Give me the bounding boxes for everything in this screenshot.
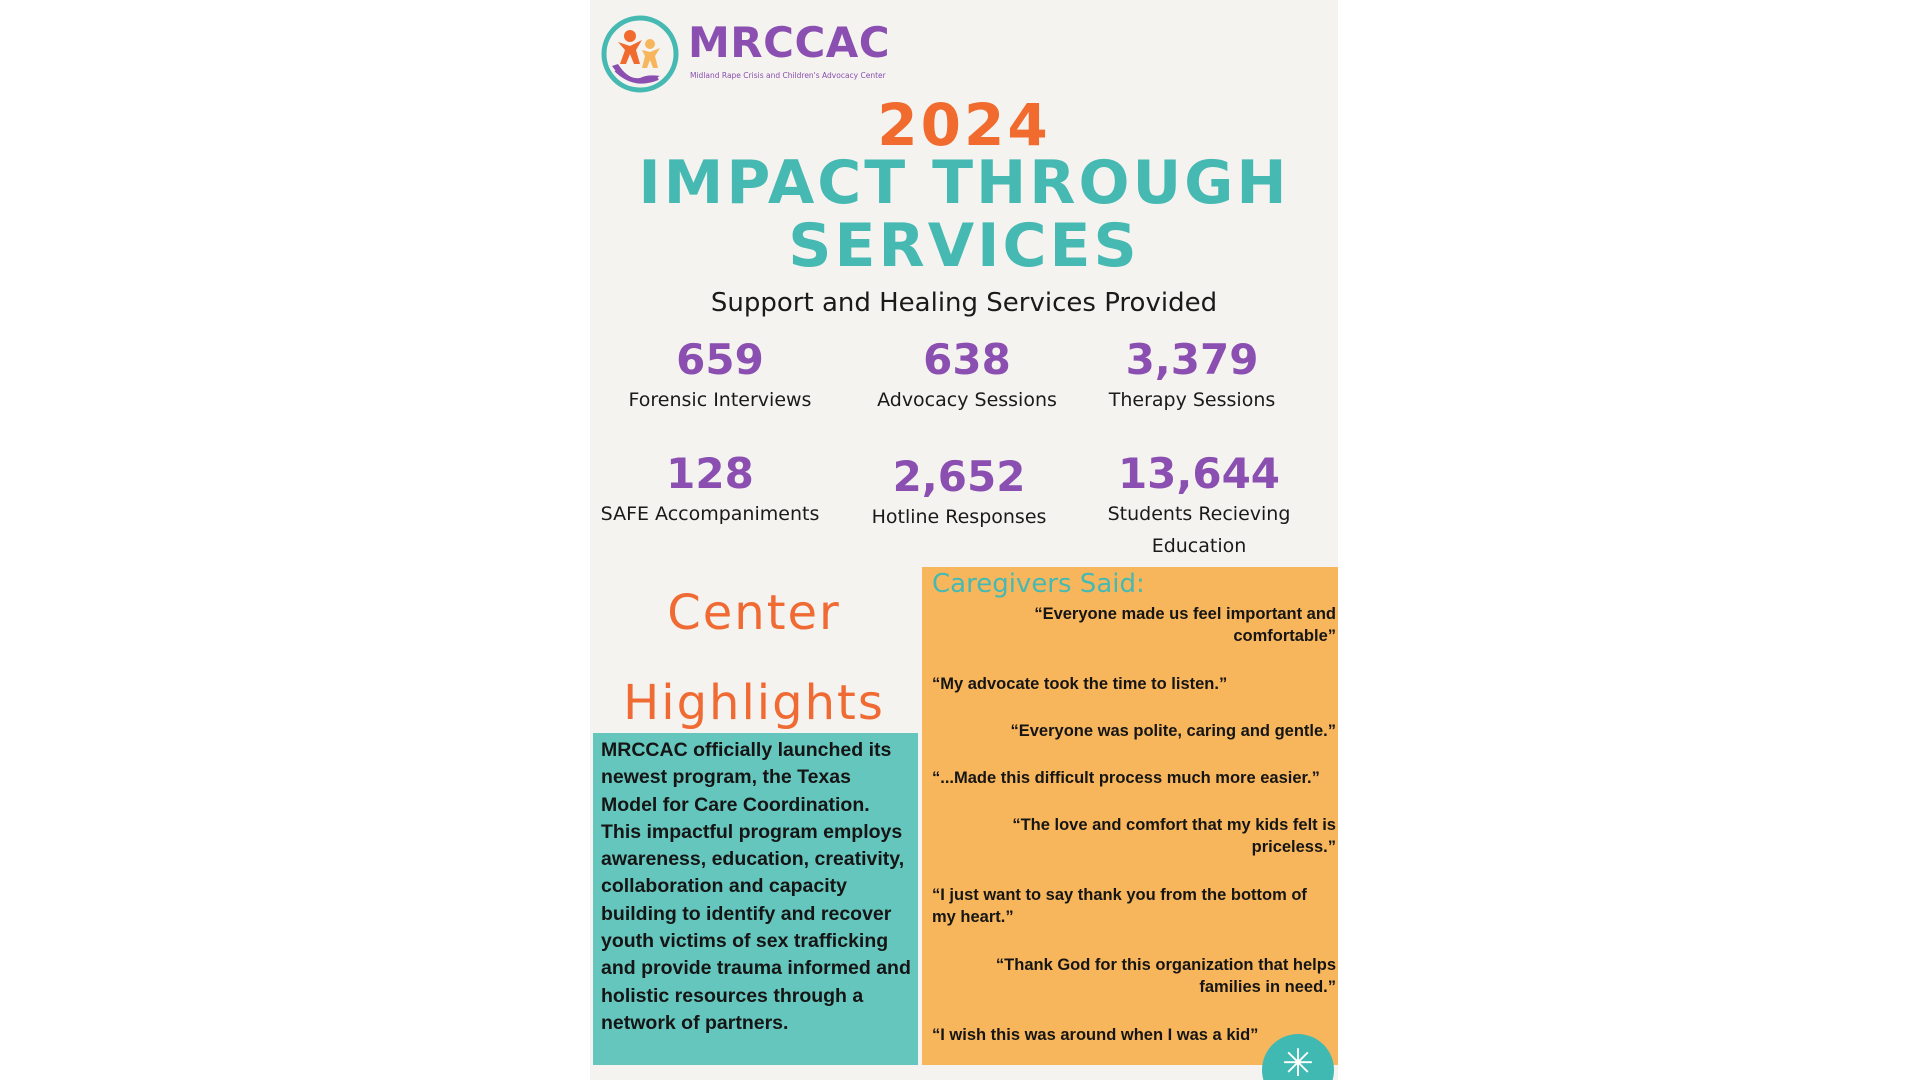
logo-figures-icon	[601, 15, 679, 93]
brand-tagline: Midland Rape Crisis and Children's Advoc…	[690, 71, 886, 80]
stat-value: 659	[676, 335, 764, 384]
stat-value: 3,379	[1125, 335, 1259, 384]
caregiver-quote: “...Made this difficult process much mor…	[932, 769, 1320, 787]
highlights-heading-line1: Center	[667, 585, 841, 641]
page-subtitle: Support and Healing Services Provided	[710, 288, 1218, 318]
caregiver-quote: “I wish this was around when I was a kid…	[932, 1026, 1259, 1044]
page-title: IMPACT THROUGH SERVICES	[638, 148, 1290, 281]
caregivers-panel: Caregivers Said: “Everyone made us feel …	[922, 567, 1338, 1065]
stat-value: 13,644	[1117, 449, 1281, 498]
stat-forensic-interviews: 659 Forensic Interviews	[605, 335, 835, 416]
stat-label: Forensic Interviews	[628, 389, 812, 412]
stat-value: 638	[923, 335, 1011, 384]
caregiver-quote: “Everyone was polite, caring and gentle.…	[1010, 722, 1336, 740]
asterisk-icon: ✳	[1282, 1041, 1314, 1080]
stat-label: Hotline Responses	[871, 506, 1047, 529]
stat-value: 2,652	[892, 452, 1026, 501]
stat-advocacy-sessions: 638 Advocacy Sessions	[852, 335, 1082, 416]
stat-students-education: 13,644 Students Recieving Education	[1080, 449, 1318, 562]
report-year: 2024	[877, 91, 1051, 159]
stat-label: Therapy Sessions	[1108, 389, 1276, 412]
highlights-body: MRCCAC officially launched its newest pr…	[601, 739, 911, 1034]
stat-label: Students Recieving Education	[1107, 503, 1291, 558]
highlights-heading: Center Highlights	[590, 568, 918, 748]
highlights-heading-line2: Highlights	[623, 675, 885, 731]
caregivers-heading: Caregivers Said:	[932, 569, 1145, 599]
stat-label: SAFE Accompaniments	[600, 503, 820, 526]
caregiver-quote: “The love and comfort that my kids felt …	[1012, 816, 1336, 856]
caregiver-quote: “My advocate took the time to listen.”	[932, 675, 1228, 693]
stat-hotline-responses: 2,652 Hotline Responses	[844, 452, 1074, 533]
stat-safe-accompaniments: 128 SAFE Accompaniments	[595, 449, 825, 530]
highlights-panel: MRCCAC officially launched its newest pr…	[593, 733, 918, 1065]
stat-label: Advocacy Sessions	[877, 389, 1057, 412]
caregiver-quote: “I just want to say thank you from the b…	[932, 886, 1307, 926]
impact-poster: MRCCAC Midland Rape Crisis and Children'…	[590, 0, 1338, 1080]
brand-name: MRCCAC	[688, 18, 891, 67]
stat-value: 128	[666, 449, 754, 498]
caregiver-quote: “Thank God for this organization that he…	[995, 956, 1336, 996]
caregiver-quote: “Everyone made us feel important and com…	[1034, 605, 1336, 645]
stat-therapy-sessions: 3,379 Therapy Sessions	[1077, 335, 1307, 416]
